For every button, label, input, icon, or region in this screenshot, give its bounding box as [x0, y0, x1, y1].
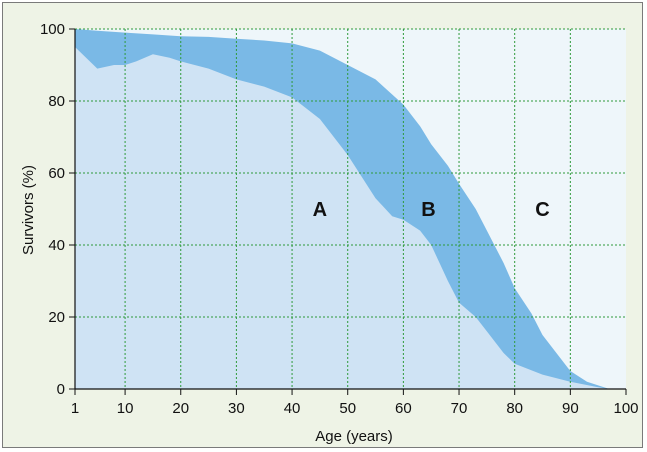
region-label-c: C	[535, 199, 549, 221]
tick-labels: 1 10 20 30 40 50 60 70 80 90 100 0 20 40 60 80 100	[40, 21, 639, 417]
x-tick-label: 80	[506, 400, 523, 417]
y-tick-label: 20	[48, 309, 65, 326]
region-a-area	[75, 47, 610, 389]
axes	[69, 28, 627, 395]
region-label-b: B	[421, 199, 435, 221]
chart-frame: 1 10 20 30 40 50 60 70 80 90 100 0 20 40 60 80 100 A B C A…	[2, 2, 643, 448]
region-labels: A B C	[313, 199, 550, 221]
y-tick-label: 0	[57, 381, 65, 398]
y-tick-label: 80	[48, 93, 65, 110]
y-axis-title: Survivors (%)	[20, 165, 37, 255]
grid-lines	[75, 28, 626, 389]
x-tick-label: 40	[284, 400, 301, 417]
x-tick-label: 100	[613, 400, 638, 417]
x-axis-title: Age (years)	[315, 428, 393, 445]
x-tick-label: 20	[172, 400, 189, 417]
x-tick-label: 50	[339, 400, 356, 417]
x-tick-label: 70	[451, 400, 468, 417]
y-tick-label: 100	[40, 21, 65, 38]
x-tick-label: 60	[395, 400, 412, 417]
x-tick-label: 30	[228, 400, 245, 417]
x-tick-label: 10	[117, 400, 134, 417]
y-tick-label: 40	[48, 237, 65, 254]
plot-area	[75, 29, 626, 389]
x-tick-label: 1	[71, 400, 79, 417]
y-tick-label: 60	[48, 165, 65, 182]
region-label-a: A	[313, 199, 327, 221]
x-tick-label: 90	[562, 400, 579, 417]
survival-chart: 1 10 20 30 40 50 60 70 80 90 100 0 20 40 60 80 100 A B C A…	[20, 21, 639, 445]
